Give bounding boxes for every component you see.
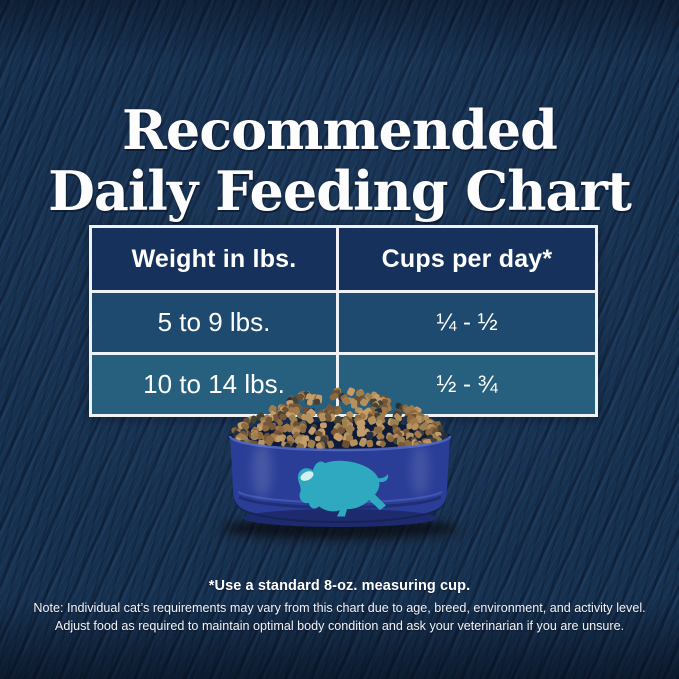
column-header-weight: Weight in lbs. <box>92 228 336 290</box>
pet-bowl-illustration <box>214 387 466 542</box>
disclaimer-note-line2: Adjust food as required to maintain opti… <box>54 618 625 633</box>
disclaimer-note-line1: Note: Individual cat’s requirements may … <box>33 601 646 615</box>
disclaimer-note: Note: Individual cat’s requirements may … <box>0 600 679 635</box>
feeding-table: Weight in lbs. Cups per day* 5 to 9 lbs.… <box>89 225 598 417</box>
buffalo-icon <box>297 460 389 517</box>
bowl-rim-highlight <box>228 435 452 452</box>
page-title-line1: Recommended <box>122 98 558 163</box>
cell-cups-row2: ½ - ¾ <box>339 355 595 414</box>
page-title-line2: Daily Feeding Chart <box>48 159 632 224</box>
column-header-cups: Cups per day* <box>339 228 595 290</box>
cell-weight-row1: 5 to 9 lbs. <box>92 293 336 352</box>
measuring-cup-footnote: *Use a standard 8-oz. measuring cup. <box>208 578 471 594</box>
bowl-sheen-right <box>411 444 429 496</box>
page-title: Recommended Daily Feeding Chart <box>0 100 679 222</box>
bowl-foot <box>243 509 437 527</box>
bowl-sheen-left <box>252 443 272 497</box>
cell-cups-row1: ¼ - ½ <box>339 293 595 352</box>
kibble-pile <box>231 387 449 452</box>
